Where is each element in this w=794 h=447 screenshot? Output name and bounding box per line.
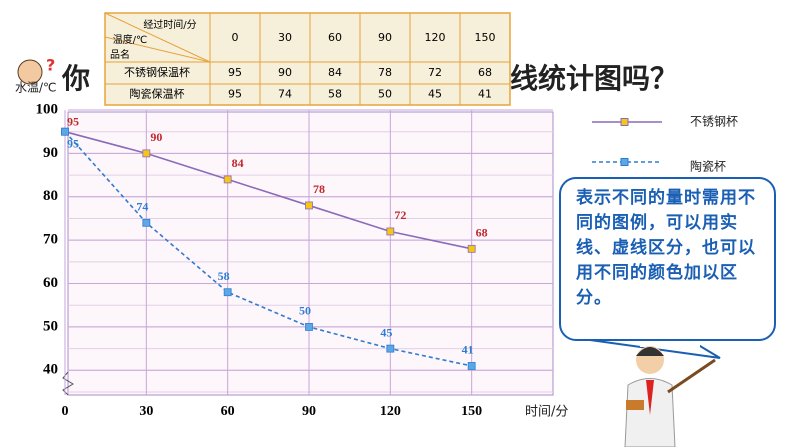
legend-marker xyxy=(620,158,629,166)
y-tick-label: 50 xyxy=(43,318,58,334)
table-cell: 78 xyxy=(378,66,392,79)
y-tick-label: 70 xyxy=(43,232,58,248)
table-cell: 58 xyxy=(328,88,342,101)
table-cell: 41 xyxy=(478,88,492,101)
heading-left: 你 xyxy=(61,62,90,95)
table-diagonal xyxy=(104,36,211,63)
series-line xyxy=(64,131,472,367)
column-header: 0 xyxy=(232,31,239,44)
data-label: 68 xyxy=(476,226,488,240)
data-label: 78 xyxy=(313,182,325,196)
y-tick-label: 100 xyxy=(36,101,59,117)
table-cell: 90 xyxy=(278,66,292,79)
y-tick-label: 80 xyxy=(43,188,58,204)
marker xyxy=(467,244,476,253)
table-cell: 72 xyxy=(428,66,442,79)
header-time: 经过时间/分 xyxy=(143,18,196,31)
heading-right: 线统计图吗？ xyxy=(510,62,678,95)
data-label: 84 xyxy=(232,156,244,170)
legend-marker xyxy=(620,118,629,126)
marker xyxy=(305,323,313,331)
table-cell: 50 xyxy=(378,88,392,101)
question-mark: ? xyxy=(46,56,55,75)
marker xyxy=(142,149,151,158)
marker xyxy=(305,201,313,210)
marker xyxy=(142,218,151,227)
data-label: 74 xyxy=(136,200,148,214)
column-header: 150 xyxy=(475,31,496,44)
table-cell: 68 xyxy=(478,66,492,79)
teacher xyxy=(624,346,716,447)
x-tick-label: 150 xyxy=(461,404,482,419)
explanation-text: 表示不同的量时需用不同的图例，可以用实线、虚线区分，也可以用不同的颜色加以区分。 xyxy=(576,188,756,308)
table-cell: 95 xyxy=(228,66,242,79)
data-label: 95 xyxy=(67,114,79,128)
header-temp: 温度/℃ xyxy=(113,33,148,46)
table-cell: 45 xyxy=(428,88,442,101)
avatar-icon xyxy=(17,59,43,85)
x-axis-label: 时间/分 xyxy=(525,405,568,420)
legend-label: 不锈钢杯 xyxy=(690,115,738,129)
marker xyxy=(386,344,395,353)
table-cell: 84 xyxy=(328,66,342,79)
data-table: 经过时间/分温度/℃ 品名 0 30 60 90 120 150 不锈钢保温杯 95 90 84 78 7… xyxy=(104,12,511,106)
data-label: 90 xyxy=(150,130,162,144)
data-label: 95 xyxy=(67,136,79,150)
header-name: 品名 xyxy=(110,48,130,61)
table-diagonal xyxy=(104,12,211,63)
legend-label: 陶瓷杯 xyxy=(690,159,726,174)
x-tick-label: 120 xyxy=(380,404,401,419)
bubble-joint xyxy=(640,341,700,347)
table-cell: 74 xyxy=(278,88,292,101)
y-axis-label: 水温/℃ xyxy=(15,81,57,95)
data-label: 72 xyxy=(394,208,406,222)
column-header: 120 xyxy=(425,31,446,44)
x-tick-label: 30 xyxy=(139,404,153,419)
y-tick-label: 90 xyxy=(43,145,58,161)
x-tick-label: 0 xyxy=(62,404,69,419)
y-tick-label: 40 xyxy=(43,362,58,378)
x-tick-label: 60 xyxy=(221,404,235,419)
data-label: 41 xyxy=(462,343,474,357)
x-tick-label: 90 xyxy=(302,404,316,419)
row-name: 陶瓷保温杯 xyxy=(130,87,185,101)
plot-area xyxy=(67,111,554,396)
series-line xyxy=(64,130,472,250)
data-label: 50 xyxy=(299,304,311,318)
column-header: 30 xyxy=(278,31,292,44)
data-label: 58 xyxy=(218,269,230,283)
marker xyxy=(223,288,232,297)
table-bg xyxy=(104,12,511,106)
column-header: 60 xyxy=(328,31,342,44)
marker xyxy=(223,175,232,184)
table-cell: 95 xyxy=(228,88,242,101)
column-header: 90 xyxy=(378,31,392,44)
marker xyxy=(386,227,395,236)
marker xyxy=(61,127,69,136)
row-name: 不锈钢保温杯 xyxy=(124,65,190,79)
speech-bubble xyxy=(559,177,776,341)
data-label: 45 xyxy=(380,325,392,339)
marker xyxy=(467,362,476,370)
y-tick-label: 60 xyxy=(43,275,58,291)
